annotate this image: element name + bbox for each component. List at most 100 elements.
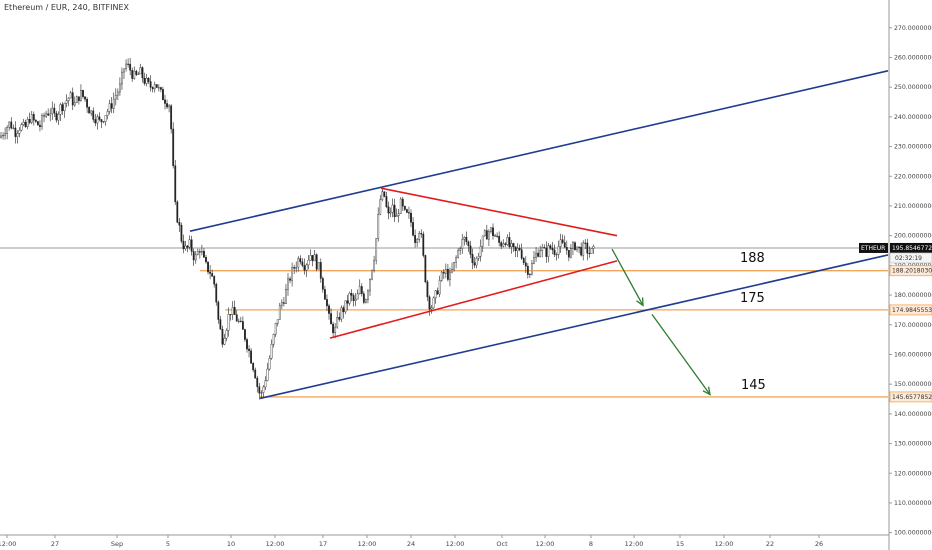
candle-body — [561, 239, 564, 243]
y-tick-label: 250.00000000 — [894, 84, 932, 91]
candle-body — [188, 239, 191, 248]
candle-body — [340, 307, 343, 320]
candle-body — [570, 248, 572, 258]
candle-body — [244, 329, 246, 340]
candle-body — [481, 235, 484, 247]
candle-body — [176, 201, 179, 223]
candle-body — [291, 267, 293, 281]
candle-body — [315, 254, 318, 270]
candle-body — [508, 237, 511, 247]
candle-body — [416, 239, 419, 243]
candle-body — [241, 321, 244, 330]
candle-body — [393, 204, 396, 218]
candle-body — [118, 83, 121, 93]
countdown-label: 02:32:19 — [895, 255, 922, 262]
candle-body — [567, 249, 570, 258]
candle-body — [49, 113, 52, 116]
candle-body — [39, 124, 41, 127]
candle-body — [57, 113, 60, 121]
candle-body — [90, 110, 93, 114]
candle-body — [55, 112, 58, 121]
x-tick-label: 12:00 — [266, 540, 285, 548]
candle-body — [205, 257, 207, 263]
candle-body — [537, 252, 540, 257]
candle-body — [164, 99, 166, 104]
candle-body — [86, 99, 89, 108]
candle-body — [96, 116, 99, 124]
candle-body — [356, 293, 359, 300]
candle-body — [360, 286, 363, 294]
candle-body — [582, 242, 585, 256]
candle-body — [149, 81, 152, 88]
candle-body — [547, 245, 550, 257]
candle-body — [108, 103, 111, 112]
level-annotation: 145 — [741, 378, 766, 393]
candle-body — [565, 247, 568, 251]
candle-body — [47, 113, 50, 116]
candle-body — [51, 107, 54, 115]
candle-body — [516, 248, 519, 251]
candle-body — [235, 314, 238, 322]
candle-body — [420, 232, 423, 235]
candle-body — [219, 319, 222, 330]
candle-body — [213, 276, 216, 285]
candle-body — [59, 104, 62, 115]
x-tick-label: Oct — [496, 540, 508, 548]
candle-body — [344, 300, 347, 313]
candle-body — [471, 254, 474, 263]
candle-body — [389, 211, 392, 214]
candle-body — [262, 386, 265, 393]
y-tick-label: 220.00000000 — [894, 173, 932, 180]
candle-body — [444, 268, 447, 274]
candle-body — [313, 254, 316, 262]
candle-body — [434, 290, 437, 299]
y-tick-label: 160.00000000 — [894, 351, 932, 358]
y-tick-label: 180.00000000 — [894, 292, 932, 299]
y-tick-label: 200.00000000 — [894, 233, 932, 240]
candle-body — [387, 206, 390, 214]
y-tick-label: 130.00000000 — [894, 441, 932, 448]
y-tick-label: 100.00000000 — [894, 530, 932, 537]
candle-body — [260, 392, 263, 394]
candle-body — [545, 247, 548, 257]
candle-body — [584, 242, 587, 244]
candle-body — [254, 369, 257, 379]
candle-body — [186, 245, 189, 248]
candle-body — [278, 304, 281, 320]
candle-body — [28, 119, 31, 123]
candle-body — [14, 127, 17, 137]
candle-body — [248, 348, 250, 351]
candles — [0, 57, 595, 400]
y-tick-label: 270.00000000 — [894, 25, 932, 32]
candle-body — [22, 121, 25, 125]
candle-body — [162, 89, 164, 101]
candle-body — [123, 68, 125, 73]
current-price-label: 195.85467728 — [892, 245, 932, 252]
candle-body — [533, 257, 535, 264]
candle-body — [207, 261, 209, 273]
candle-body — [299, 258, 302, 263]
candle-body — [522, 258, 525, 263]
candle-body — [529, 273, 531, 275]
candle-body — [77, 96, 80, 101]
candle-body — [576, 246, 578, 250]
candle-body — [264, 380, 267, 388]
candle-body — [492, 227, 494, 236]
candle-body — [26, 119, 29, 127]
candle-body — [231, 306, 234, 315]
candle-body — [303, 265, 306, 271]
candle-body — [30, 114, 33, 123]
candle-body — [192, 251, 195, 261]
candle-body — [10, 121, 13, 129]
symbol-tag — [859, 242, 888, 253]
candle-body — [541, 247, 544, 251]
candle-body — [246, 339, 248, 350]
candle-body — [342, 307, 345, 313]
candle-body — [155, 84, 158, 88]
candle-body — [403, 206, 406, 210]
candle-body — [535, 252, 537, 258]
candle-body — [531, 263, 533, 275]
y-tick-label: 230.00000000 — [894, 144, 932, 151]
